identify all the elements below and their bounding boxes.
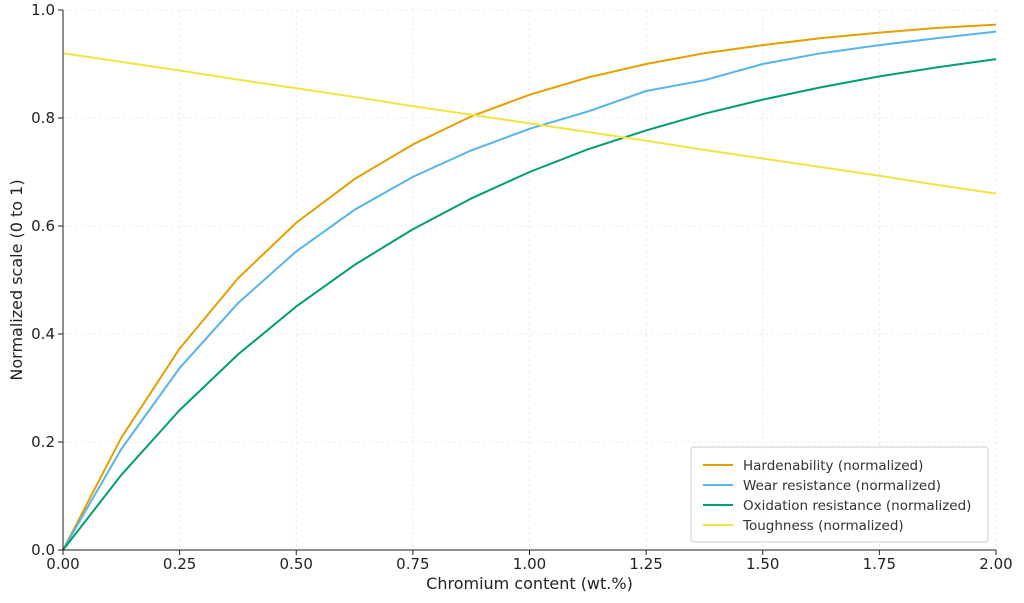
series-line-0: [62, 23, 997, 551]
y-tick-label-0: 0.0: [31, 541, 55, 559]
series-line-3: [62, 52, 997, 195]
x-tick-label-7: 1.75: [863, 555, 896, 573]
x-axis-label: Chromium content (wt.%): [426, 574, 633, 593]
series-lines: [62, 23, 997, 551]
legend-label-2: Oxidation resistance (normalized): [743, 498, 971, 514]
legend: Hardenability (normalized) Wear resistanc…: [690, 446, 989, 543]
x-tick-label-3: 0.75: [396, 555, 429, 573]
x-axis-ticks: 0.00 0.25 0.50 0.75 1.00 1.25 1.50 1.75 2.00: [46, 550, 1013, 573]
series-line-1: [62, 30, 997, 551]
x-tick-label-2: 0.50: [280, 555, 313, 573]
x-tick-label-1: 0.25: [163, 555, 196, 573]
series-line-2: [62, 58, 997, 551]
x-tick-label-8: 2.00: [979, 555, 1012, 573]
legend-label-1: Wear resistance (normalized): [743, 478, 941, 494]
y-tick-label-3: 0.6: [31, 217, 55, 235]
y-axis-label: Normalized scale (0 to 1): [7, 179, 26, 380]
x-tick-label-6: 1.50: [746, 555, 779, 573]
y-tick-label-5: 1.0: [31, 1, 55, 19]
x-tick-label-0: 0.00: [46, 555, 79, 573]
y-tick-label-4: 0.8: [31, 109, 55, 127]
y-axis-ticks: 0.0 0.2 0.4 0.6 0.8 1.0: [31, 1, 63, 559]
legend-label-0: Hardenability (normalized): [743, 458, 923, 474]
y-tick-label-2: 0.4: [31, 325, 55, 343]
x-tick-label-4: 1.00: [513, 555, 546, 573]
y-tick-label-1: 0.2: [31, 433, 55, 451]
x-tick-label-5: 1.25: [629, 555, 662, 573]
legend-label-3: Toughness (normalized): [742, 518, 904, 534]
legend-box: [690, 446, 989, 543]
